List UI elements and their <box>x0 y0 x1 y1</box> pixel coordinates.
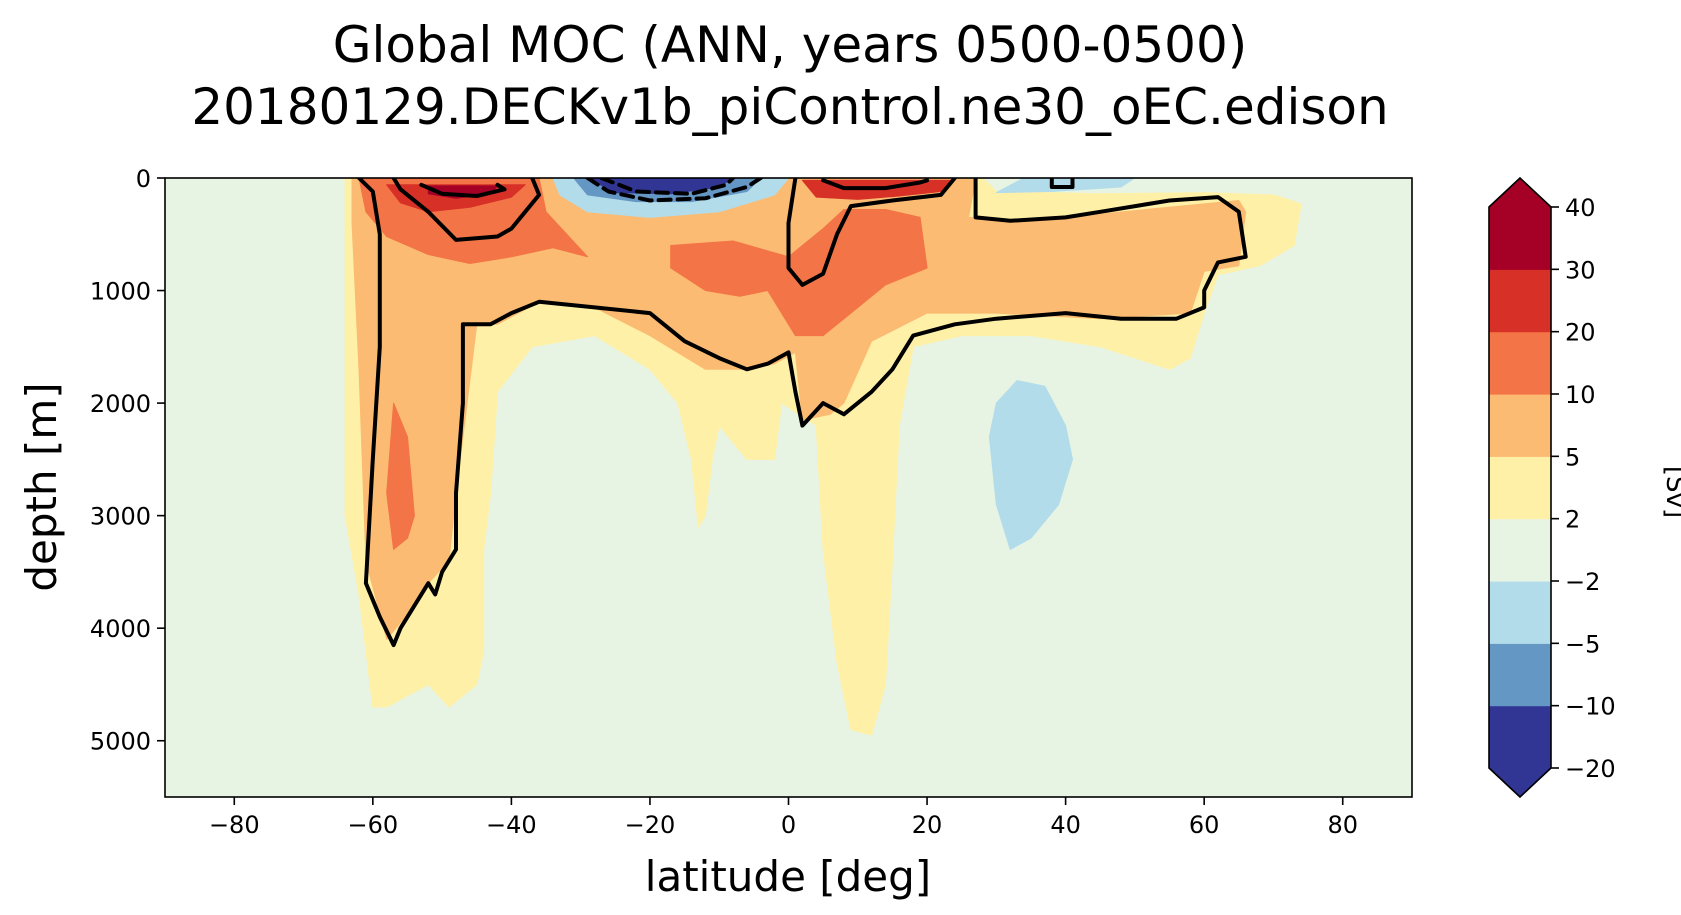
x-tick-label: 80 <box>1327 811 1358 839</box>
x-tick-label: −40 <box>486 811 537 839</box>
colorbar-band <box>1489 643 1551 707</box>
colorbar-extend-max <box>1489 178 1551 207</box>
region-red-10-20-deep <box>386 402 415 550</box>
x-tick-label: 20 <box>912 811 943 839</box>
chart-title-line1: Global MOC (ANN, years 0500-0500) <box>333 16 1248 74</box>
filled-contours <box>344 178 1302 736</box>
region-yellow-2-5 <box>344 178 1302 736</box>
y-tick-label: 1000 <box>90 278 151 306</box>
x-tick-label: 0 <box>781 811 796 839</box>
colorbar-band <box>1489 581 1551 644</box>
colorbar-band <box>1489 456 1551 520</box>
y-axis-ticks: 0 1000 2000 3000 4000 5000 <box>90 165 165 756</box>
colorbar: −20 −10 −5 −2 2 5 10 20 30 40 <box>1488 176 1616 799</box>
colorbar-band <box>1489 518 1551 582</box>
colorbar-band <box>1489 331 1551 395</box>
x-tick-label: 40 <box>1050 811 1081 839</box>
y-tick-label: 4000 <box>90 615 151 643</box>
contour-lines <box>357 178 1248 648</box>
colorbar-tick-label: 5 <box>1565 443 1580 471</box>
region-blue-deep-north <box>988 380 1073 550</box>
region-red-10-20-center <box>670 209 928 337</box>
x-tick-label: −80 <box>209 811 260 839</box>
contour-neg10-center <box>599 178 736 196</box>
contour-20-south <box>419 182 507 198</box>
y-axis-label: depth [m] <box>17 382 66 591</box>
colorbar-tick-label: 10 <box>1565 381 1596 409</box>
contour-20-north <box>821 178 930 191</box>
colorbar-tick-label: 2 <box>1565 506 1580 534</box>
colorbar-extend-min <box>1489 768 1551 797</box>
y-tick-label: 2000 <box>90 390 151 418</box>
y-tick-label: 5000 <box>90 728 151 756</box>
colorbar-tick-label: 40 <box>1565 194 1596 222</box>
colorbar-band <box>1489 394 1551 457</box>
y-tick-label: 0 <box>136 165 151 193</box>
colorbar-band <box>1489 269 1551 333</box>
x-axis-label: latitude [deg] <box>645 852 931 901</box>
contour-neg5-center <box>585 178 763 203</box>
colorbar-tick-label: −10 <box>1565 693 1616 721</box>
y-tick-label: 3000 <box>90 503 151 531</box>
colorbar-tick-label: 30 <box>1565 256 1596 284</box>
x-tick-label: −60 <box>348 811 399 839</box>
colorbar-band <box>1489 705 1551 769</box>
colorbar-tick-label: −5 <box>1565 630 1600 658</box>
x-tick-label: 60 <box>1189 811 1220 839</box>
colorbar-tick-label: 20 <box>1565 319 1596 347</box>
colorbar-label: [Sv] <box>1660 466 1681 518</box>
contour-10-south <box>391 178 542 242</box>
x-tick-label: −20 <box>625 811 676 839</box>
contour-5-main <box>357 178 1248 648</box>
contour-north-small <box>1049 178 1075 189</box>
colorbar-tick-label: −20 <box>1565 755 1616 783</box>
x-axis-ticks: −80 −60 −40 −20 0 20 40 60 80 <box>209 797 1358 839</box>
chart-title-line2: 20180129.DECKv1b_piControl.ne30_oEC.edis… <box>191 78 1388 136</box>
contour-10-center <box>786 178 957 287</box>
colorbar-tick-label: −2 <box>1565 568 1600 596</box>
colorbar-band <box>1489 207 1551 270</box>
